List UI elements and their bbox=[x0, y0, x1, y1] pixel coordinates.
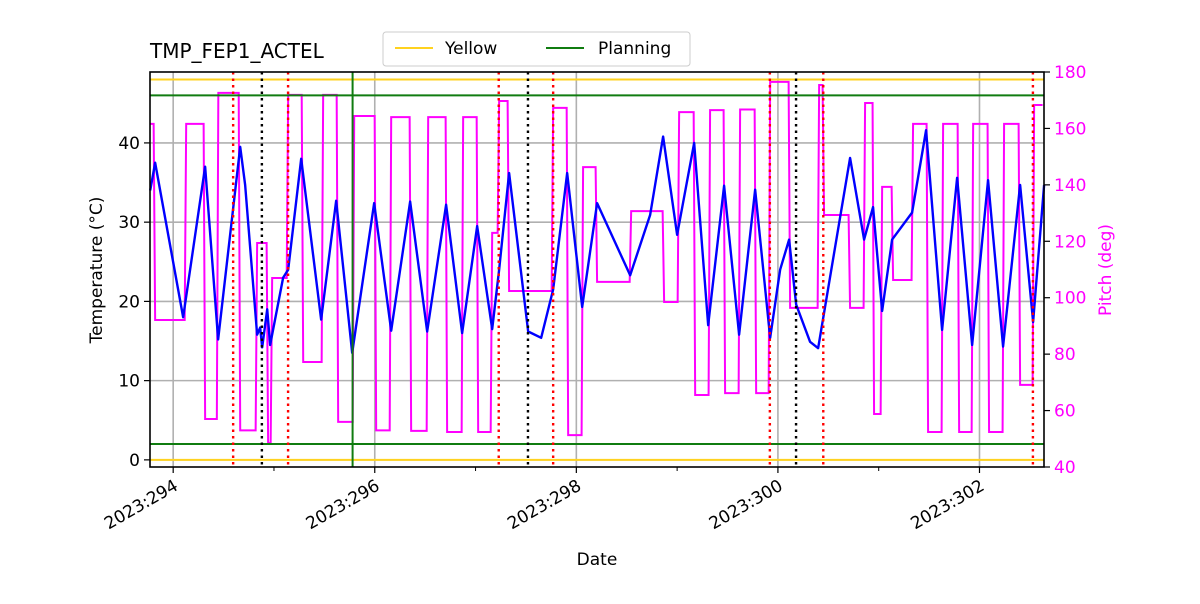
x-tick-label: 2023:296 bbox=[303, 476, 384, 534]
plot-area bbox=[149, 72, 1046, 467]
y2-axis-label: Pitch (deg) bbox=[1096, 224, 1116, 316]
x-axis-label: Date bbox=[577, 550, 618, 570]
y2-tick-label: 80 bbox=[1054, 345, 1076, 365]
legend: Yellow Planning bbox=[382, 31, 691, 67]
chart-title: TMP_FEP1_ACTEL bbox=[149, 39, 325, 63]
y2-tick-label: 120 bbox=[1054, 232, 1086, 252]
y-tick-label: 30 bbox=[118, 213, 140, 233]
y-tick-label: 10 bbox=[118, 372, 140, 392]
y2-tick-label: 60 bbox=[1054, 402, 1076, 422]
y-axis-label: Temperature (°C) bbox=[87, 197, 107, 345]
axes-frame bbox=[149, 71, 1045, 468]
y2-tick-label: 100 bbox=[1054, 289, 1086, 309]
legend-label-planning: Planning bbox=[598, 39, 671, 59]
y2-tick-label: 160 bbox=[1054, 119, 1086, 139]
y-tick-label: 0 bbox=[129, 451, 140, 471]
x-tick-label: 2023:302 bbox=[907, 476, 988, 534]
y-tick-label: 20 bbox=[118, 292, 140, 312]
pitch-series-line bbox=[150, 80, 1043, 445]
y2-tick-label: 140 bbox=[1054, 176, 1086, 196]
temperature-series-line bbox=[149, 129, 1046, 355]
x-tick-label: 2023:294 bbox=[101, 476, 182, 534]
legend-label-yellow: Yellow bbox=[444, 39, 497, 59]
y2-tick-label: 180 bbox=[1054, 63, 1086, 83]
legend-box bbox=[382, 31, 691, 67]
x-tick-label: 2023:300 bbox=[706, 476, 787, 534]
y2-tick-label: 40 bbox=[1054, 458, 1076, 478]
y-tick-label: 40 bbox=[118, 134, 140, 154]
x-tick-label: 2023:298 bbox=[504, 476, 585, 534]
